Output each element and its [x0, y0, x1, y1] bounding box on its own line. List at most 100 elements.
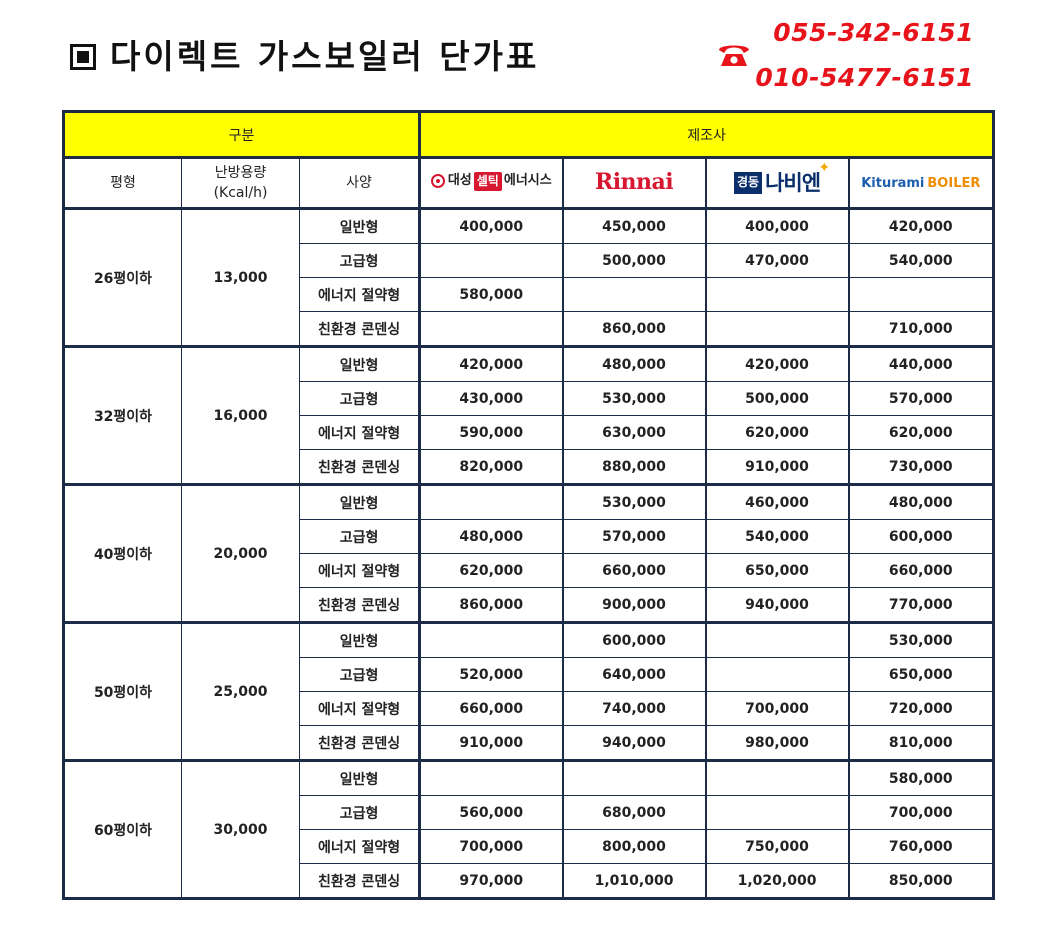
price-cell: 400,000	[705, 208, 850, 244]
table-row: 고급형 430,000 530,000 500,000 570,000	[64, 381, 995, 416]
spec-cell: 고급형	[298, 795, 422, 830]
capacity-cell: 13,000	[181, 208, 300, 348]
price-cell: 900,000	[562, 587, 707, 624]
price-cell	[419, 760, 564, 796]
page-title-text: 다이렉트 가스보일러 단가표	[110, 37, 540, 76]
area-cell: 50평이하	[63, 622, 182, 762]
price-cell: 880,000	[562, 449, 707, 486]
price-cell	[419, 243, 564, 278]
price-cell: 710,000	[848, 311, 995, 348]
price-cell: 810,000	[848, 725, 995, 762]
price-cell: 620,000	[419, 553, 564, 588]
table-row: 친환경 콘덴싱 820,000 880,000 910,000 730,000	[64, 449, 995, 486]
price-cell: 660,000	[848, 553, 995, 588]
spec-cell: 일반형	[298, 484, 422, 520]
price-cell: 460,000	[705, 484, 850, 520]
spec-cell: 친환경 콘덴싱	[298, 449, 422, 486]
table-row: 26평이하 13,000 일반형 400,000 450,000 400,000 420,0…	[63, 208, 995, 348]
price-cell: 680,000	[562, 795, 707, 830]
price-cell: 730,000	[848, 449, 995, 486]
price-cell: 1,010,000	[562, 863, 707, 900]
spec-cell: 친환경 콘덴싱	[298, 311, 422, 348]
capacity-cell: 20,000	[181, 484, 300, 624]
price-cell: 520,000	[419, 657, 564, 692]
capacity-column-header: 난방용량 (Kcal/h)	[181, 157, 300, 210]
price-cell	[848, 277, 995, 312]
price-cell: 400,000	[419, 208, 564, 244]
area-cell: 40평이하	[63, 484, 182, 624]
table-row: 친환경 콘덴싱 970,000 1,010,000 1,020,000 850,000	[64, 863, 995, 900]
maker-logo-navien: 경동 나비엔 ✦	[705, 157, 850, 210]
price-cell: 750,000	[705, 829, 850, 864]
spec-cell: 에너지 절약형	[298, 277, 422, 312]
price-cell: 430,000	[419, 381, 564, 416]
table-row: 친환경 콘덴싱 860,000 710,000	[64, 311, 995, 348]
spec-cell: 고급형	[298, 381, 422, 416]
price-cell	[705, 277, 850, 312]
price-cell: 650,000	[848, 657, 995, 692]
price-cell	[705, 311, 850, 348]
table-row: 에너지 절약형 580,000	[64, 277, 995, 312]
table-row: 친환경 콘덴싱 860,000 900,000 940,000 770,000	[64, 587, 995, 624]
phone-number-1[interactable]: 055-342-6151	[773, 18, 974, 47]
price-cell: 640,000	[562, 657, 707, 692]
area-cell: 60평이하	[63, 760, 182, 900]
price-cell: 540,000	[705, 519, 850, 554]
price-cell: 910,000	[705, 449, 850, 486]
price-table: 구분 제조사 평형 난방용량 (Kcal/h) 사양 대성 셀틱 에너시스 Rinna…	[62, 110, 996, 900]
price-cell: 500,000	[562, 243, 707, 278]
price-cell: 470,000	[705, 243, 850, 278]
maker-logo-rinnai: Rinnai	[562, 157, 707, 210]
price-cell: 720,000	[848, 691, 995, 726]
price-cell: 570,000	[562, 519, 707, 554]
maker-header: 제조사	[419, 111, 995, 159]
capacity-unit: (Kcal/h)	[213, 185, 268, 201]
square-bullet-icon	[70, 44, 96, 70]
price-cell: 660,000	[419, 691, 564, 726]
price-cell	[705, 795, 850, 830]
price-cell	[562, 277, 707, 312]
spec-cell: 친환경 콘덴싱	[298, 587, 422, 624]
price-cell: 480,000	[562, 346, 707, 382]
spec-cell: 일반형	[298, 346, 422, 382]
price-cell: 740,000	[562, 691, 707, 726]
price-cell: 420,000	[419, 346, 564, 382]
price-cell: 580,000	[848, 760, 995, 796]
price-cell: 1,020,000	[705, 863, 850, 900]
price-cell: 580,000	[419, 277, 564, 312]
price-cell: 420,000	[848, 208, 995, 244]
spec-column-header: 사양	[298, 157, 422, 210]
maker-logo-daesung: 대성 셀틱 에너시스	[419, 157, 564, 210]
table-row: 40평이하 20,000 일반형 530,000 460,000 480,000	[63, 484, 995, 624]
price-cell: 940,000	[562, 725, 707, 762]
price-cell: 600,000	[848, 519, 995, 554]
maker-logo-kiturami: Kiturami BOILER	[848, 157, 995, 210]
phone-number-2[interactable]: 010-5477-6151	[755, 63, 974, 92]
price-cell: 600,000	[562, 622, 707, 658]
capacity-cell: 30,000	[181, 760, 300, 900]
price-cell	[705, 657, 850, 692]
price-cell: 440,000	[848, 346, 995, 382]
spec-cell: 고급형	[298, 657, 422, 692]
price-cell: 620,000	[705, 415, 850, 450]
price-cell: 860,000	[562, 311, 707, 348]
price-cell: 570,000	[848, 381, 995, 416]
price-cell: 980,000	[705, 725, 850, 762]
price-cell: 940,000	[705, 587, 850, 624]
table-row: 에너지 절약형 660,000 740,000 700,000 720,000	[64, 691, 995, 726]
area-column-header: 평형	[63, 157, 182, 210]
table-row: 32평이하 16,000 일반형 420,000 480,000 420,000 440,0…	[63, 346, 995, 486]
area-cell: 32평이하	[63, 346, 182, 486]
spec-cell: 에너지 절약형	[298, 415, 422, 450]
spec-cell: 고급형	[298, 243, 422, 278]
price-cell: 530,000	[562, 484, 707, 520]
price-table-body: 26평이하 13,000 일반형 400,000 450,000 400,000 420,0…	[63, 208, 995, 900]
price-cell: 910,000	[419, 725, 564, 762]
capacity-label: 난방용량	[214, 164, 267, 181]
spec-cell: 고급형	[298, 519, 422, 554]
table-row: 60평이하 30,000 일반형 580,000	[63, 760, 995, 900]
spec-cell: 에너지 절약형	[298, 829, 422, 864]
price-cell: 480,000	[848, 484, 995, 520]
price-cell: 860,000	[419, 587, 564, 624]
header-row-columns: 평형 난방용량 (Kcal/h) 사양 대성 셀틱 에너시스 Rinnai 경동 나비엔…	[63, 157, 995, 210]
